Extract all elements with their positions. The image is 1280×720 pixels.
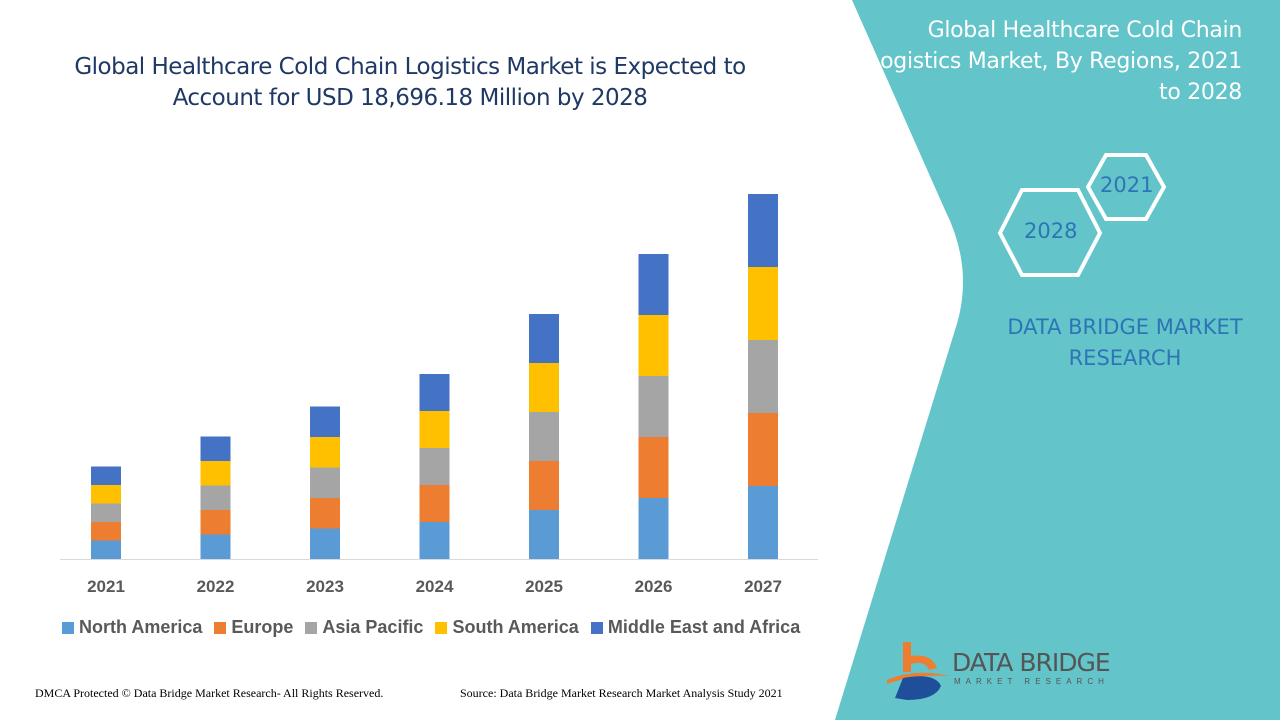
bar-segment-north-america-2024	[419, 522, 450, 559]
bar-segment-europe-2021	[91, 522, 121, 541]
bar-segment-europe-2023	[310, 498, 340, 529]
bar-segment-middle-east-and-africa-2022	[200, 436, 231, 461]
legend-swatch	[62, 621, 74, 634]
logo-subtext: MARKET RESEARCH	[954, 677, 1109, 686]
legend-item: Asia Pacific	[305, 617, 423, 638]
bar-segment-north-america-2027	[748, 486, 778, 559]
legend-label: Europe	[231, 617, 294, 637]
bar-segment-middle-east-and-africa-2021	[91, 466, 121, 485]
bar-segment-middle-east-and-africa-2025	[529, 314, 559, 363]
legend-swatch	[590, 621, 603, 634]
chart-legend: North America Europe Asia Pacific South Ame…	[62, 617, 800, 638]
bar-segment-south-america-2025	[529, 363, 559, 412]
x-tick-label: 2027	[744, 577, 782, 596]
legend-item: North America	[62, 617, 202, 638]
legend-swatch	[435, 621, 448, 634]
bar-segment-south-america-2021	[91, 485, 121, 504]
data-bridge-logo-icon	[887, 642, 949, 700]
footer-copyright: DMCA Protected © Data Bridge Market Rese…	[35, 686, 384, 700]
legend-swatch	[214, 621, 227, 634]
logo-text: DATA BRIDGE	[952, 648, 1111, 677]
bar-segment-north-america-2025	[529, 510, 559, 559]
bar-segment-north-america-2021	[91, 540, 121, 559]
bar-segment-south-america-2024	[419, 411, 450, 448]
legend-label: South America	[452, 617, 579, 637]
x-tick-label: 2025	[525, 577, 563, 596]
chart-title-line: Global Healthcare Cold Chain Logistics M…	[74, 54, 746, 80]
chart-title: Global Healthcare Cold Chain Logistics M…	[60, 52, 760, 114]
x-tick-label: 2023	[306, 577, 344, 596]
x-tick-label: 2026	[635, 577, 673, 596]
bar-segment-middle-east-and-africa-2024	[419, 374, 450, 411]
legend-item: Europe	[214, 617, 293, 638]
bar-segment-south-america-2023	[310, 437, 340, 468]
bar-segment-asia-pacific-2022	[200, 485, 231, 510]
x-tick-label: 2024	[416, 577, 454, 596]
bar-segment-north-america-2022	[200, 534, 231, 559]
side-title-line: to 2028	[1159, 80, 1242, 105]
bar-segment-middle-east-and-africa-2023	[310, 406, 340, 437]
bar-segment-asia-pacific-2025	[529, 412, 559, 461]
bar-segment-south-america-2026	[638, 315, 669, 376]
bar-segment-north-america-2023	[310, 528, 340, 559]
bar-segment-asia-pacific-2026	[638, 376, 669, 437]
legend-label: Middle East and Africa	[607, 617, 801, 637]
bar-segment-north-america-2026	[638, 498, 669, 559]
x-tick-label: 2022	[197, 577, 235, 596]
brand-line: DATA BRIDGE MARKET	[1007, 315, 1243, 339]
x-tick-label: 2021	[87, 577, 125, 596]
footer-source: Source: Data Bridge Market Research Mark…	[460, 686, 783, 700]
legend-label: North America	[79, 617, 203, 637]
bar-segment-europe-2022	[200, 510, 231, 535]
side-title-line: Global Healthcare Cold Chain	[927, 18, 1243, 43]
hex-label-2021: 2021	[1100, 173, 1154, 197]
bar-segment-europe-2027	[748, 413, 778, 486]
bar-segment-europe-2026	[638, 437, 669, 498]
brand-line: RESEARCH	[1068, 346, 1182, 370]
brand-text: DATA BRIDGE MARKET RESEARCH	[990, 312, 1260, 374]
legend-item: Middle East and Africa	[590, 617, 801, 638]
bar-segment-asia-pacific-2023	[310, 467, 340, 498]
bar-segment-middle-east-and-africa-2026	[638, 254, 669, 315]
bar-segment-asia-pacific-2021	[91, 503, 121, 522]
bar-segment-asia-pacific-2024	[419, 448, 450, 485]
hexagon-2028	[997, 188, 1103, 277]
legend-item: South America	[435, 617, 579, 638]
bar-segment-asia-pacific-2027	[748, 340, 778, 413]
bar-segment-south-america-2022	[200, 461, 231, 486]
legend-label: Asia Pacific	[322, 617, 424, 637]
bar-segment-europe-2024	[419, 485, 450, 522]
stacked-bar-chart: 2021 2022 2023 2024 2025 2026 2027	[60, 194, 818, 596]
bar-segment-middle-east-and-africa-2027	[748, 194, 778, 267]
side-title-line: ogistics Market, By Regions, 2021	[880, 49, 1242, 74]
hex-label-2028: 2028	[1024, 219, 1078, 243]
side-panel-title: Global Healthcare Cold Chain ogistics Ma…	[822, 15, 1242, 108]
hexagon-2021	[1085, 153, 1167, 221]
bar-segment-europe-2025	[529, 461, 559, 510]
legend-swatch	[305, 621, 318, 634]
bar-segment-south-america-2027	[748, 267, 778, 340]
chart-title-line: Account for USD 18,696.18 Million by 202…	[172, 85, 648, 111]
